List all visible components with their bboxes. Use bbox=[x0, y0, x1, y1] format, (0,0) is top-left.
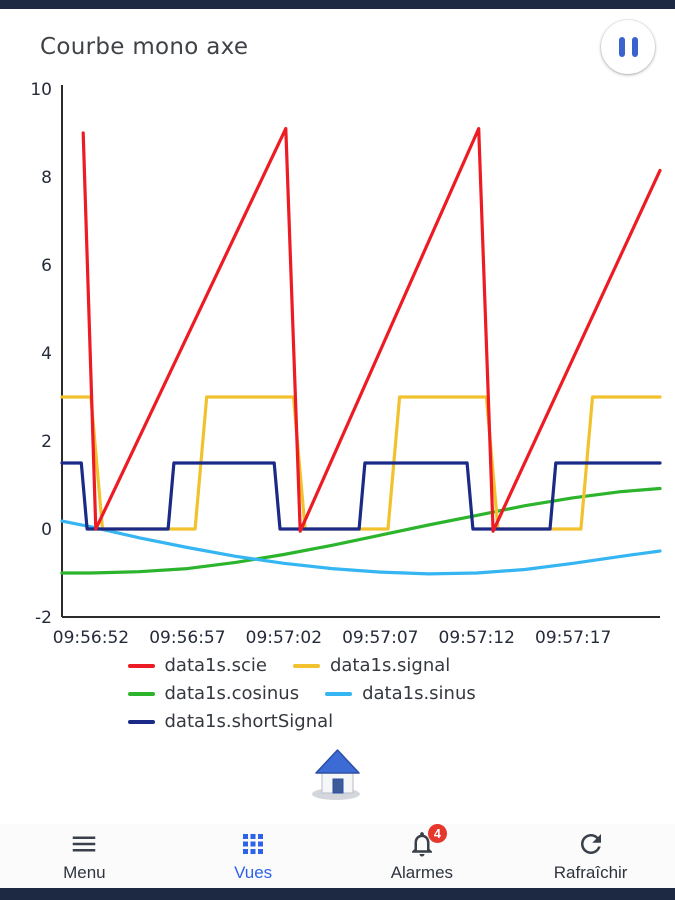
legend-item-data1s.sinus[interactable]: data1s.sinus bbox=[325, 683, 476, 704]
line-chart: -2 0 2 4 6 8 10 09:56:52 09:56:57 09:57:02 09:57:0… bbox=[0, 79, 675, 651]
legend-label: data1s.sinus bbox=[362, 683, 476, 704]
legend-swatch bbox=[292, 663, 320, 668]
app-header: Courbe mono axe bbox=[0, 9, 675, 79]
nav-item-menu[interactable]: Menu bbox=[0, 824, 169, 888]
x-tick-label: 09:57:02 bbox=[246, 628, 322, 648]
nav-label-menu: Menu bbox=[63, 863, 106, 882]
x-tick-label: 09:57:12 bbox=[439, 628, 515, 648]
legend-swatch bbox=[325, 691, 353, 696]
pause-icon bbox=[618, 37, 638, 57]
y-tick-label: 8 bbox=[41, 168, 52, 188]
legend-item-data1s.cosinus[interactable]: data1s.cosinus bbox=[127, 683, 300, 704]
x-tick-label: 09:56:52 bbox=[53, 628, 129, 648]
legend-label: data1s.signal bbox=[329, 655, 451, 676]
menu-icon bbox=[69, 829, 99, 859]
y-tick-label: 4 bbox=[41, 344, 52, 364]
nav-label-vues: Vues bbox=[234, 863, 273, 882]
legend-item-data1s.signal[interactable]: data1s.signal bbox=[292, 655, 451, 676]
legend-label: data1s.shortSignal bbox=[164, 711, 334, 732]
legend-item-data1s.shortSignal[interactable]: data1s.shortSignal bbox=[127, 711, 334, 732]
x-tick-label: 09:56:57 bbox=[149, 628, 225, 648]
refresh-icon bbox=[576, 829, 606, 859]
y-tick-label: -2 bbox=[35, 608, 52, 628]
pause-button[interactable] bbox=[601, 20, 655, 74]
bottom-nav: Menu Vues 4 Alarmes bbox=[0, 824, 675, 888]
system-status-bar bbox=[0, 0, 675, 9]
system-nav-bar bbox=[0, 888, 675, 900]
series-data1s.shortSignal bbox=[60, 461, 662, 531]
y-tick-label: 0 bbox=[41, 520, 52, 540]
page-title: Courbe mono axe bbox=[40, 34, 249, 60]
nav-item-vues[interactable]: Vues bbox=[169, 824, 338, 888]
series-data1s.cosinus bbox=[60, 486, 662, 575]
legend-swatch bbox=[127, 691, 155, 696]
legend-item-data1s.scie[interactable]: data1s.scie bbox=[127, 655, 267, 676]
bell-icon: 4 bbox=[407, 824, 447, 859]
nav-item-rafraichir[interactable]: Rafraîchir bbox=[506, 824, 675, 888]
x-tick-label: 09:57:07 bbox=[342, 628, 418, 648]
legend-label: data1s.scie bbox=[164, 655, 267, 676]
nav-label-rafraichir: Rafraîchir bbox=[553, 863, 628, 882]
series-data1s.scie bbox=[81, 126, 662, 533]
series-data1s.sinus bbox=[60, 519, 662, 576]
y-tick-label: 6 bbox=[41, 256, 52, 276]
home-button[interactable] bbox=[307, 746, 369, 803]
nav-label-alarmes: Alarmes bbox=[390, 863, 454, 882]
legend-swatch bbox=[127, 663, 155, 668]
nav-item-alarmes[interactable]: 4 Alarmes bbox=[338, 824, 507, 888]
y-tick-label: 10 bbox=[30, 80, 52, 100]
chart-canvas: -2 0 2 4 6 8 10 09:56:52 09:56:57 09:57:02 09:57:0… bbox=[30, 80, 662, 648]
alarm-count-badge: 4 bbox=[427, 824, 447, 843]
y-tick-label: 2 bbox=[41, 432, 52, 452]
grid-icon bbox=[238, 829, 268, 859]
chart-legend: data1s.scie data1s.signal data1s.cosinus da… bbox=[127, 655, 548, 732]
legend-swatch bbox=[127, 719, 155, 724]
legend-label: data1s.cosinus bbox=[164, 683, 300, 704]
x-tick-label: 09:57:17 bbox=[535, 628, 611, 648]
home-icon bbox=[311, 749, 360, 800]
